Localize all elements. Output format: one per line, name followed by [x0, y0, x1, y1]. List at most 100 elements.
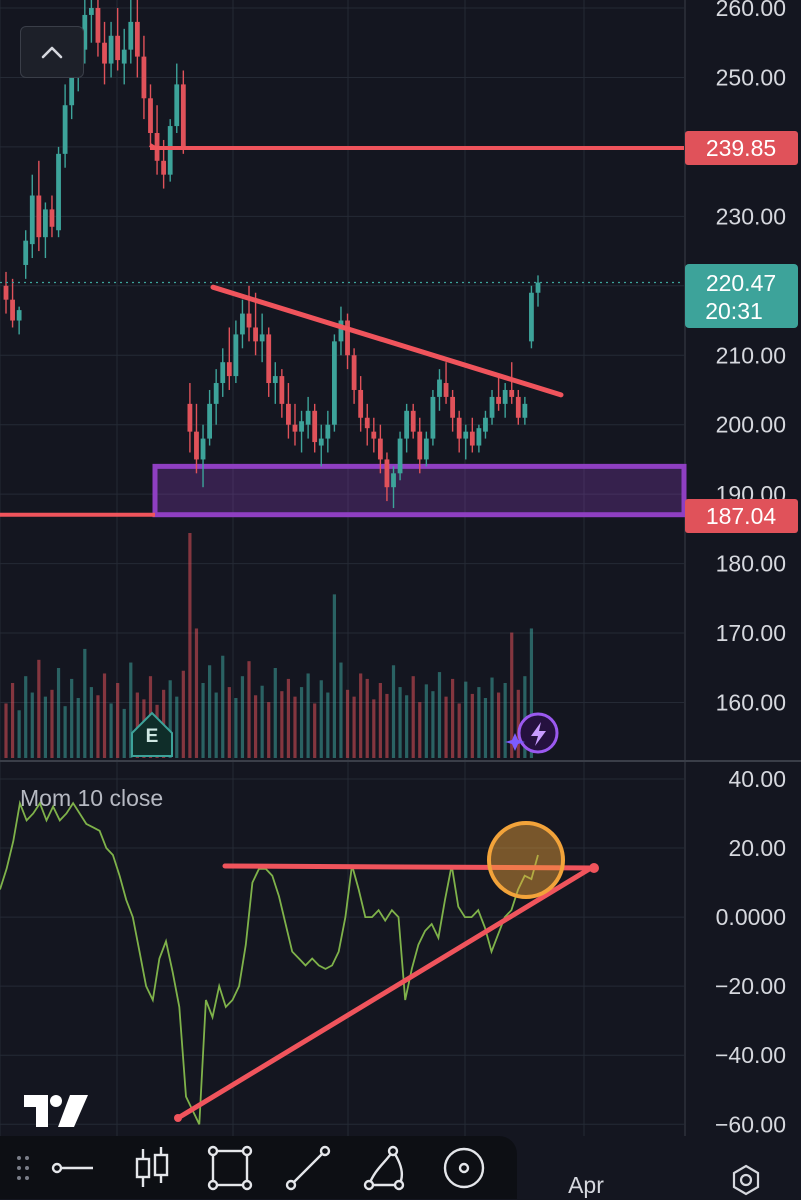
volume-bar — [214, 692, 218, 758]
candle-body — [226, 362, 232, 377]
candle-body — [358, 389, 364, 418]
trend-line-icon[interactable] — [283, 1142, 333, 1194]
collapse-button[interactable] — [20, 26, 84, 78]
candle-body — [102, 42, 107, 64]
support-zone-box — [152, 463, 687, 518]
candle-body — [318, 438, 324, 446]
candle-body — [509, 389, 515, 397]
volume-bar — [56, 668, 61, 758]
volume-bar — [306, 673, 310, 758]
candles-icon[interactable] — [127, 1142, 177, 1194]
settings-gear-icon[interactable] — [726, 1160, 766, 1200]
volume-bar — [424, 684, 428, 758]
support-price-label: 187.04 — [706, 503, 777, 529]
candle-body — [108, 35, 114, 64]
candle-body — [377, 438, 383, 460]
last-price-label: 220.47 — [706, 270, 776, 296]
price-levels — [0, 143, 684, 517]
volume-bar — [43, 696, 48, 758]
volume-bar — [529, 628, 534, 758]
volume-bar — [339, 662, 343, 758]
candle-body — [437, 379, 442, 397]
volume-bar — [398, 687, 402, 758]
candle-body — [476, 428, 482, 446]
candle-body — [292, 424, 298, 432]
candle-body — [246, 313, 252, 328]
volume-bar — [477, 687, 481, 758]
volume-bar — [50, 689, 54, 758]
candle-body — [180, 84, 186, 147]
candle-body — [417, 431, 423, 460]
candle-body — [286, 403, 291, 425]
volume-bar — [372, 699, 376, 758]
volume-bar — [313, 703, 317, 758]
volume-bar — [437, 672, 442, 758]
volume-bar — [89, 687, 93, 758]
candle-body — [134, 21, 140, 57]
candle-body — [430, 396, 436, 439]
momentum-tick-label: 0.0000 — [716, 904, 786, 930]
candle-body — [423, 438, 429, 460]
descending-trendline — [210, 284, 564, 398]
momentum-tick-label: −20.00 — [715, 973, 786, 999]
volume-bar — [122, 708, 126, 758]
circle-icon[interactable] — [439, 1142, 489, 1194]
candle-body — [397, 438, 403, 474]
volume-bar — [240, 676, 245, 758]
volume-bar — [273, 668, 277, 758]
price-tick-label: 250.00 — [716, 64, 786, 90]
drag-handle-icon[interactable] — [12, 1142, 33, 1194]
candle-body — [213, 383, 219, 404]
candle-body — [43, 209, 48, 238]
candle-body — [312, 410, 318, 443]
candle-body — [259, 334, 265, 342]
momentum-tick-label: 40.00 — [728, 766, 786, 792]
volume-bar — [365, 678, 369, 758]
candle-body — [483, 417, 488, 432]
grid-lines — [0, 0, 801, 1136]
candle-body — [174, 84, 180, 127]
volume-bar — [293, 696, 297, 758]
candle-body — [502, 389, 508, 404]
candle-body — [410, 410, 416, 432]
volume-bar — [523, 676, 527, 758]
candle-body — [272, 376, 278, 384]
volume-bar — [503, 683, 507, 758]
price-tick-label: 260.00 — [716, 0, 786, 21]
candle-body — [331, 341, 337, 425]
candle-body — [469, 431, 475, 446]
candle-body — [496, 396, 501, 404]
brush-icon[interactable] — [361, 1142, 411, 1194]
candle-body — [535, 282, 541, 293]
indicator-title: Mom 10 close — [20, 785, 163, 811]
volume-bar — [319, 680, 323, 758]
volume-bar — [253, 695, 258, 758]
candle-body — [456, 417, 462, 439]
volume-bar — [457, 703, 461, 758]
momentum-tick-label: −40.00 — [715, 1042, 786, 1068]
candle-body — [23, 240, 29, 265]
price-axis: 260.00250.00240.00230.00220.00210.00200.… — [568, 0, 798, 1198]
candle-body — [3, 285, 9, 300]
drawing-toolbar — [0, 1136, 517, 1199]
volume-bar — [76, 698, 80, 758]
momentum-resistance-line — [222, 863, 597, 871]
bar-countdown-label: 20:31 — [705, 298, 763, 324]
price-tick-label: 210.00 — [716, 342, 786, 368]
trend-anchor — [589, 863, 599, 873]
earnings-marker-label: E — [146, 726, 159, 747]
sparkle-icon — [505, 733, 525, 751]
volume-bar — [470, 693, 474, 758]
price-tick-label: 180.00 — [716, 551, 786, 577]
rectangle-icon[interactable] — [205, 1142, 255, 1194]
volume-bar — [418, 702, 422, 758]
volume-bar — [385, 693, 389, 758]
horizontal-line-icon[interactable] — [49, 1142, 99, 1194]
resistance-line-tick — [148, 143, 157, 150]
candle-body — [167, 126, 173, 175]
momentum-pane: Mom 10 close — [0, 785, 599, 1125]
volume-bar — [451, 678, 455, 758]
candle-body — [128, 21, 134, 50]
candle-body — [95, 8, 101, 43]
